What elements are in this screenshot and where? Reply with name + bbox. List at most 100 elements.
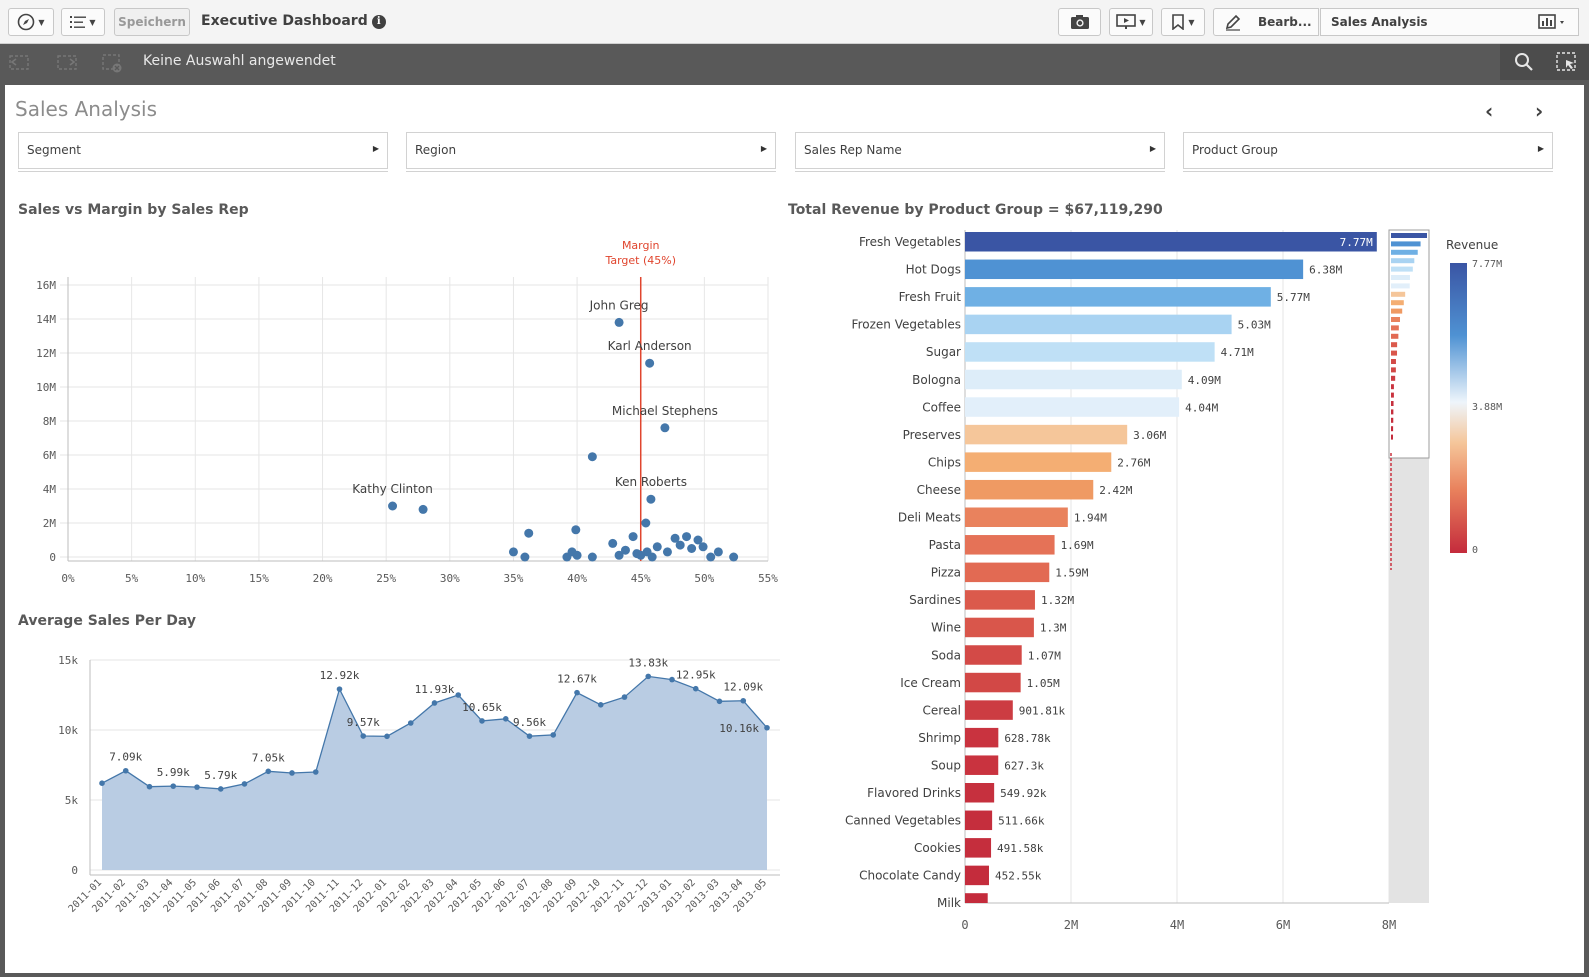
global-menu-button[interactable]: ▼	[61, 8, 105, 36]
data-label: 11.93k	[415, 683, 455, 696]
scroll-preview-bar	[1391, 258, 1415, 264]
category-label: Hot Dogs	[906, 263, 961, 277]
area-fill	[102, 676, 767, 870]
snapshot-button[interactable]	[1058, 8, 1101, 36]
category-label: Pizza	[931, 566, 961, 580]
data-label: 1.07M	[1028, 649, 1061, 662]
data-label: 628.78k	[1004, 732, 1051, 745]
area-point	[740, 697, 747, 704]
step-back-icon[interactable]	[8, 53, 29, 71]
data-label: 1.32M	[1041, 594, 1074, 607]
x-tick-label: 50%	[694, 572, 714, 585]
legend-label: 0	[1472, 545, 1478, 556]
scatter-point	[572, 550, 582, 560]
selection-bar: Keine Auswahl angewendet	[0, 44, 1589, 80]
next-sheet-icon[interactable]: ›	[1535, 99, 1544, 123]
category-label: Preserves	[903, 428, 961, 442]
area-point	[384, 733, 390, 740]
scroll-preview-bar	[1391, 350, 1398, 356]
area-point	[431, 700, 438, 706]
edit-button[interactable]: Bearb...	[1213, 8, 1319, 36]
area-chart[interactable]: 05k10k15k2011-017.09k2011-022011-035.99k…	[5, 640, 785, 940]
app-title-text: Executive Dashboard	[201, 13, 368, 29]
bar-chart[interactable]: 0 2M 4M 6M 8M Fresh Vegetables 7.77M Hot Dogs 6.…	[780, 225, 1520, 945]
x-tick-label: 6M	[1276, 918, 1290, 932]
area-point	[550, 732, 557, 738]
data-label: 9.56k	[513, 716, 546, 729]
scatter-point	[698, 542, 708, 552]
area-point	[146, 783, 153, 790]
scatter-point	[660, 423, 670, 433]
data-label: 5.03M	[1238, 319, 1271, 332]
app-title: Executive Dashboard i	[201, 13, 386, 29]
present-button[interactable]: ▼	[1109, 8, 1153, 36]
filter-label: Sales Rep Name	[804, 143, 902, 157]
info-icon[interactable]: i	[371, 15, 386, 29]
filter-product-group[interactable]: Product Group ▶	[1183, 132, 1553, 172]
scroll-preview-bar	[1391, 342, 1398, 348]
area-point	[645, 673, 652, 680]
data-label: 12.67k	[557, 673, 597, 686]
point-label: Ken Roberts	[615, 475, 687, 489]
data-label: 491.58k	[997, 842, 1044, 855]
y-tick-label: 0	[71, 864, 78, 877]
bookmarks-button[interactable]: ▼	[1161, 8, 1205, 36]
revenue-bar	[965, 369, 1182, 390]
scatter-point	[608, 538, 618, 548]
scatter-point	[687, 544, 697, 553]
x-tick-label: 0%	[61, 572, 75, 585]
scatter-point	[614, 317, 624, 327]
area-point	[407, 720, 414, 726]
step-forward-icon[interactable]	[56, 53, 77, 71]
y-tick-label: 2M	[43, 517, 57, 530]
filter-sales-rep-name[interactable]: Sales Rep Name ▶	[795, 132, 1165, 172]
area-point	[669, 676, 675, 683]
bookmark-icon	[1171, 14, 1185, 30]
pencil-icon	[1224, 13, 1242, 31]
filter-region[interactable]: Region ▶	[406, 132, 776, 172]
previous-sheet-icon[interactable]: ‹	[1485, 99, 1494, 123]
selection-tools	[1500, 44, 1589, 80]
x-tick-label: 20%	[313, 572, 333, 585]
scatter-point	[418, 504, 428, 514]
scroll-preview-bar	[1391, 317, 1400, 322]
category-label: Pasta	[929, 538, 961, 552]
clear-selections-icon[interactable]	[101, 53, 122, 73]
data-label: 7.09k	[109, 751, 142, 764]
revenue-bar	[965, 535, 1055, 555]
scroll-preview-bar	[1391, 426, 1394, 432]
x-tick-label: 4M	[1170, 918, 1184, 932]
category-label: Bologna	[912, 373, 961, 387]
category-label: Sardines	[909, 593, 961, 607]
scroll-preview-bar	[1391, 249, 1418, 255]
scroll-preview-bar	[1391, 401, 1394, 406]
category-label: Sugar	[926, 345, 961, 359]
data-label: 5.79k	[204, 769, 237, 782]
category-label: Deli Meats	[898, 511, 961, 525]
x-tick-label: 8M	[1382, 918, 1396, 932]
category-label: Wine	[931, 621, 961, 635]
area-point	[574, 689, 580, 696]
revenue-bar	[965, 452, 1112, 472]
selections-tool-icon[interactable]	[1556, 52, 1578, 76]
revenue-bar	[965, 783, 995, 803]
scatter-point	[662, 547, 672, 557]
sheet-selector[interactable]: Sales Analysis	[1320, 8, 1579, 36]
navigation-menu-button[interactable]: ▼	[8, 8, 54, 36]
data-label: 4.71M	[1221, 346, 1254, 359]
category-label: Fresh Fruit	[899, 290, 962, 304]
caret-right-icon: ▶	[1537, 144, 1544, 153]
scatter-chart[interactable]: 0% 5% 10% 15% 20% 25% 30% 35% 40% 45% 50% 55% 0 2M 4M 6…	[5, 225, 785, 595]
scroll-preview-bar	[1391, 283, 1410, 289]
scroll-preview-bar	[1391, 417, 1394, 423]
save-button[interactable]: Speichern	[114, 8, 190, 36]
data-label: 511.66k	[998, 815, 1045, 828]
reference-label: Target (45%)	[604, 254, 676, 267]
search-icon[interactable]	[1514, 52, 1534, 76]
filter-segment[interactable]: Segment ▶	[18, 132, 388, 172]
scatter-point	[524, 528, 534, 538]
revenue-bar	[965, 727, 999, 748]
scroll-preview-bar	[1391, 308, 1403, 314]
filter-label: Region	[415, 143, 457, 157]
scatter-point	[670, 533, 680, 543]
